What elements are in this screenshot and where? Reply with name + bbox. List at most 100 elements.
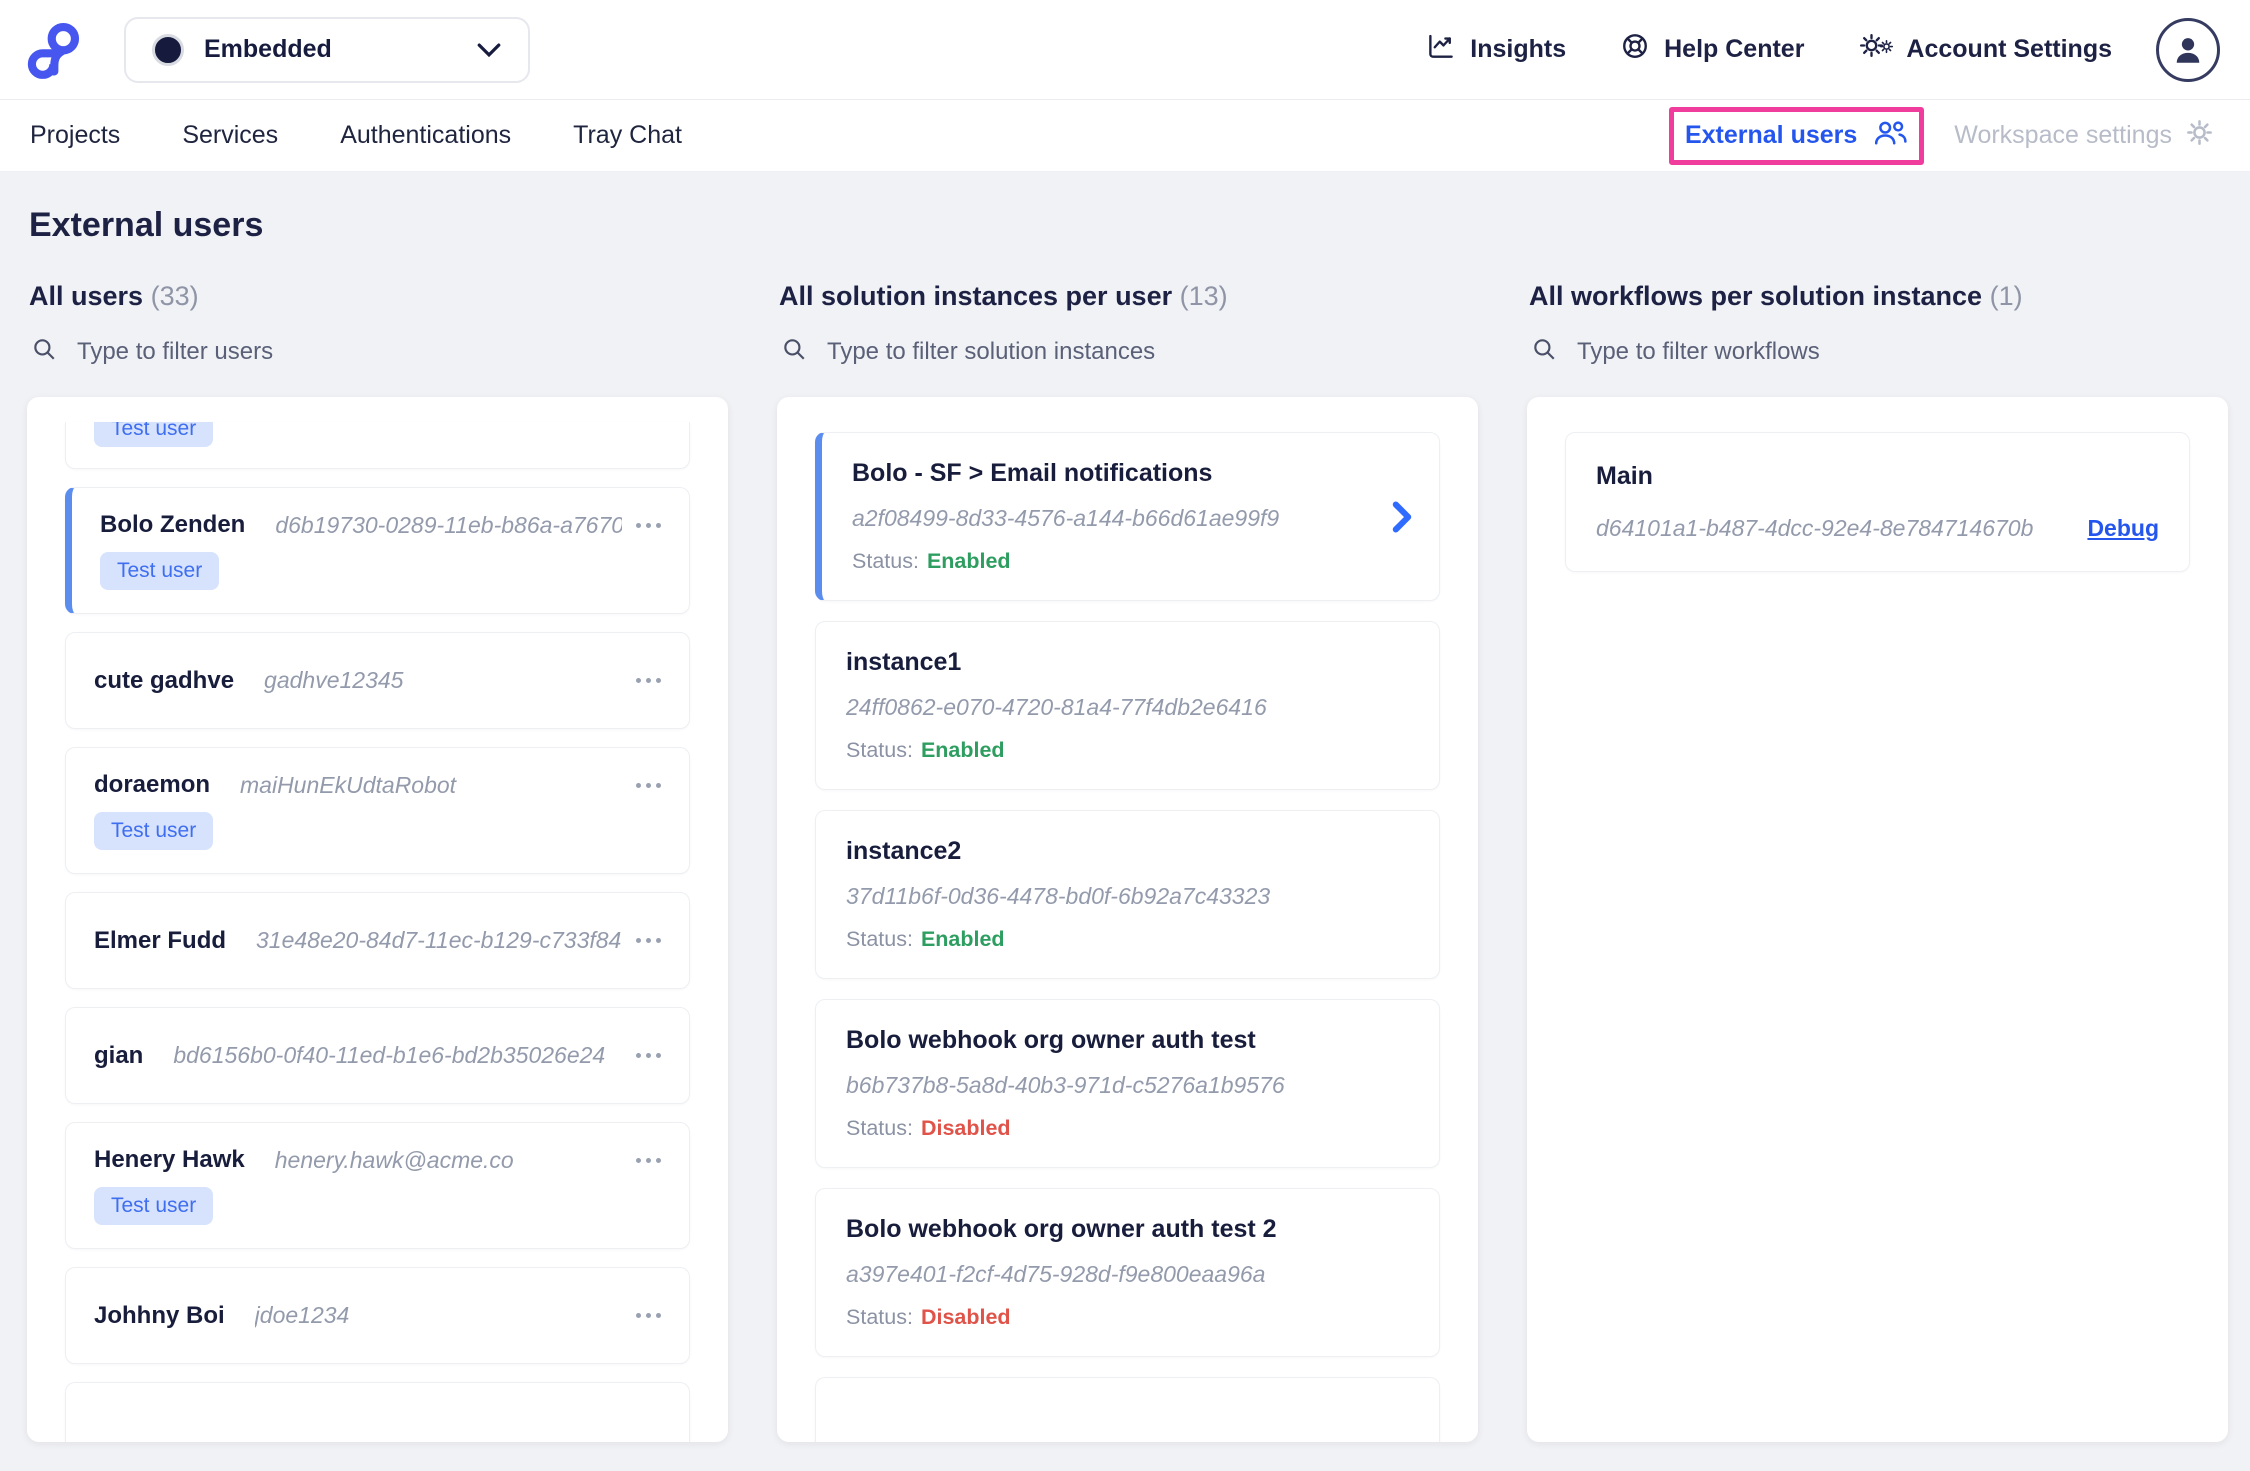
nav-right: External users Workspace settings (1668, 106, 2220, 165)
instances-panel: Bolo - SF > Email notifications a2f08499… (777, 397, 1478, 1442)
user-name: Henery Hawk (94, 1146, 245, 1174)
workspace-avatar (152, 33, 184, 66)
workspace-name: Embedded (204, 35, 332, 63)
user-id: bd6156b0-0f40-11ed-b1e6-bd2b35026e24 (173, 1042, 606, 1068)
instance-status: Status: Enabled (846, 927, 1005, 951)
instance-status: Status: Enabled (846, 738, 1005, 762)
person-icon (2176, 37, 2200, 63)
user-name: cute gadhve (94, 666, 235, 694)
test-user-badge: Test user (100, 552, 220, 590)
user-name: Elmer Fudd (94, 926, 227, 954)
instance-id: a2f08499-8d33-4576-a144-b66d61ae99f9 (852, 505, 1280, 531)
instance-id: 37d11b6f-0d36-4478-bd0f-6b92a7c43323 (846, 883, 1271, 909)
users-column: All users (33) Test user (27, 281, 728, 1442)
instances-column-title: All solution instances per user (13) (779, 281, 1228, 311)
nav-tab[interactable]: Authentications (340, 121, 512, 149)
nav-workspace-settings[interactable]: Workspace settings (1954, 118, 2214, 154)
search-icon (31, 336, 57, 367)
help-center-link[interactable]: Help Center (1620, 31, 1804, 68)
nav-tab[interactable]: Tray Chat (573, 121, 682, 149)
more-options-icon[interactable] (636, 678, 661, 683)
nav-tab[interactable]: Services (182, 121, 279, 149)
instance-name: instance2 (846, 837, 962, 865)
insights-chart-icon (1426, 31, 1456, 68)
solution-instance-card[interactable]: Bolo webhook org owner auth test 2 a397e… (815, 1188, 1440, 1357)
user-name: gian (94, 1041, 144, 1069)
workspace-selector[interactable]: Embedded (124, 16, 530, 83)
more-options-icon[interactable] (636, 938, 661, 943)
main-content: External users All users (33) Test user (0, 172, 2250, 1442)
user-id: 31e48e20-84d7-11ec-b129-c733f84c247 (256, 927, 622, 953)
top-menu: Insights Help Center (1426, 31, 2112, 68)
instance-id: b6b737b8-5a8d-40b3-971d-c5276a1b9576 (846, 1072, 1285, 1098)
workflows-column-title: All workflows per solution instance (1) (1529, 281, 2023, 311)
instance-status: Status: Disabled (846, 1305, 1011, 1329)
more-options-icon[interactable] (636, 1313, 661, 1318)
user-name: doraemon (94, 771, 211, 799)
chevron-down-icon (476, 42, 502, 58)
status-value: Disabled (920, 1305, 1011, 1329)
user-card-partial-bottom[interactable] (65, 1382, 690, 1442)
top-header: Embedded Insights Help Center (0, 0, 2250, 100)
insights-link[interactable]: Insights (1426, 31, 1566, 68)
instance-id: 24ff0862-e070-4720-81a4-77f4db2e6416 (846, 694, 1267, 720)
instances-filter-input[interactable] (827, 337, 1478, 366)
workflows-filter-input[interactable] (1577, 337, 2228, 366)
user-card[interactable]: Johhny Boi jdoe1234 (65, 1267, 690, 1364)
solution-instance-card[interactable]: instance2 37d11b6f-0d36-4478-bd0f-6b92a7… (815, 810, 1440, 979)
test-user-badge: Test user (94, 1187, 214, 1225)
external-users-label: External users (1684, 121, 1858, 149)
users-filter-input[interactable] (77, 337, 728, 366)
status-value: Enabled (920, 738, 1005, 762)
workspace-settings-label: Workspace settings (1954, 121, 2172, 149)
workflow-card: Main d64101a1-b487-4dcc-92e4-8e784714670… (1565, 432, 2190, 572)
nav-tab[interactable]: Projects (30, 121, 121, 149)
user-card[interactable]: Elmer Fudd 31e48e20-84d7-11ec-b129-c733f… (65, 892, 690, 989)
more-options-icon[interactable] (636, 782, 661, 788)
user-card[interactable]: Bolo Zenden d6b19730-0289-11eb-b86a-a767… (65, 487, 690, 614)
solution-instance-card[interactable]: Bolo webhook org owner auth test b6b737b… (815, 999, 1440, 1168)
instances-column: All solution instances per user (13) Bol… (777, 281, 1478, 1442)
page-title: External users (29, 206, 264, 244)
more-options-icon[interactable] (636, 1053, 661, 1058)
instance-name: instance1 (846, 648, 962, 676)
nav-external-users[interactable]: External users (1685, 118, 1908, 154)
user-id: maiHunEkUdtaRobot (240, 771, 457, 798)
workflows-panel: Main d64101a1-b487-4dcc-92e4-8e784714670… (1527, 397, 2228, 1442)
workflow-id: d64101a1-b487-4dcc-92e4-8e784714670b (1596, 515, 2034, 541)
help-center-label: Help Center (1664, 35, 1805, 63)
user-avatar[interactable] (2156, 17, 2220, 82)
user-id: henery.hawk@acme.co (274, 1146, 514, 1173)
user-card[interactable]: Henery Hawk henery.hawk@acme.co Test use… (65, 1122, 690, 1249)
user-card[interactable]: gian bd6156b0-0f40-11ed-b1e6-bd2b35026e2… (65, 1007, 690, 1104)
user-id: d6b19730-0289-11eb-b86a-a76702e70 (275, 511, 622, 538)
instance-card-partial-bottom[interactable] (815, 1377, 1440, 1442)
instance-status: Status: Disabled (846, 1116, 1011, 1140)
instances-count: (13) (1179, 281, 1228, 311)
help-center-icon (1620, 31, 1650, 68)
workflows-filter (1531, 336, 2228, 367)
debug-link[interactable]: Debug (2087, 515, 2159, 541)
tray-logo-icon[interactable] (22, 16, 84, 87)
search-icon (781, 336, 807, 367)
solution-instance-card[interactable]: instance1 24ff0862-e070-4720-81a4-77f4db… (815, 621, 1440, 790)
chevron-right-icon[interactable] (1391, 501, 1413, 533)
user-id: jdoe1234 (254, 1302, 350, 1328)
account-settings-link[interactable]: Account Settings (1858, 33, 2112, 66)
nav-bar: Projects Services Authentications Tray C… (0, 100, 2250, 172)
status-value: Enabled (920, 927, 1005, 951)
status-value: Enabled (926, 549, 1011, 573)
solution-instance-card[interactable]: Bolo - SF > Email notifications a2f08499… (815, 432, 1440, 601)
gear-icon (2185, 118, 2214, 154)
more-options-icon[interactable] (636, 522, 661, 528)
instances-filter (781, 336, 1478, 367)
user-card[interactable]: doraemon maiHunEkUdtaRobot Test user (65, 747, 690, 874)
user-card-partial-top[interactable]: Test user (65, 422, 690, 469)
account-settings-gears-icon (1858, 33, 1894, 66)
account-settings-label: Account Settings (1906, 35, 2112, 63)
more-options-icon[interactable] (636, 1157, 661, 1163)
workflows-count: (1) (1989, 281, 2023, 311)
user-name: Johhny Boi (94, 1301, 225, 1329)
instance-name: Bolo - SF > Email notifications (852, 459, 1213, 487)
user-card[interactable]: cute gadhve gadhve12345 (65, 632, 690, 729)
